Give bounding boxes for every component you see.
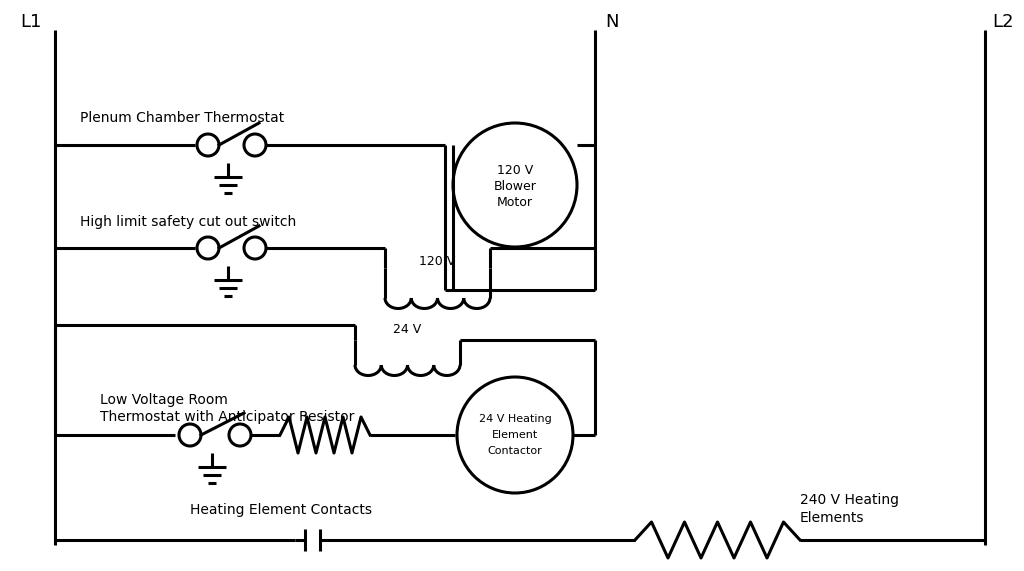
Text: Blower: Blower: [494, 180, 537, 194]
Text: High limit safety cut out switch: High limit safety cut out switch: [80, 215, 296, 229]
Text: Element: Element: [492, 430, 539, 440]
Text: Heating Element Contacts: Heating Element Contacts: [190, 503, 372, 517]
Text: 240 V Heating: 240 V Heating: [800, 493, 899, 507]
Text: 120 V: 120 V: [419, 255, 455, 268]
Text: Motor: Motor: [497, 196, 534, 210]
Text: L2: L2: [992, 13, 1014, 31]
Text: Contactor: Contactor: [487, 446, 543, 456]
Text: N: N: [605, 13, 618, 31]
Text: 24 V Heating: 24 V Heating: [478, 414, 551, 424]
Text: 24 V: 24 V: [393, 323, 421, 336]
Text: L1: L1: [20, 13, 41, 31]
Text: Thermostat with Anticipator Resistor: Thermostat with Anticipator Resistor: [100, 410, 354, 424]
Text: Elements: Elements: [800, 511, 864, 525]
Text: Low Voltage Room: Low Voltage Room: [100, 393, 228, 407]
Text: Plenum Chamber Thermostat: Plenum Chamber Thermostat: [80, 111, 285, 125]
Text: 120 V: 120 V: [497, 163, 534, 176]
